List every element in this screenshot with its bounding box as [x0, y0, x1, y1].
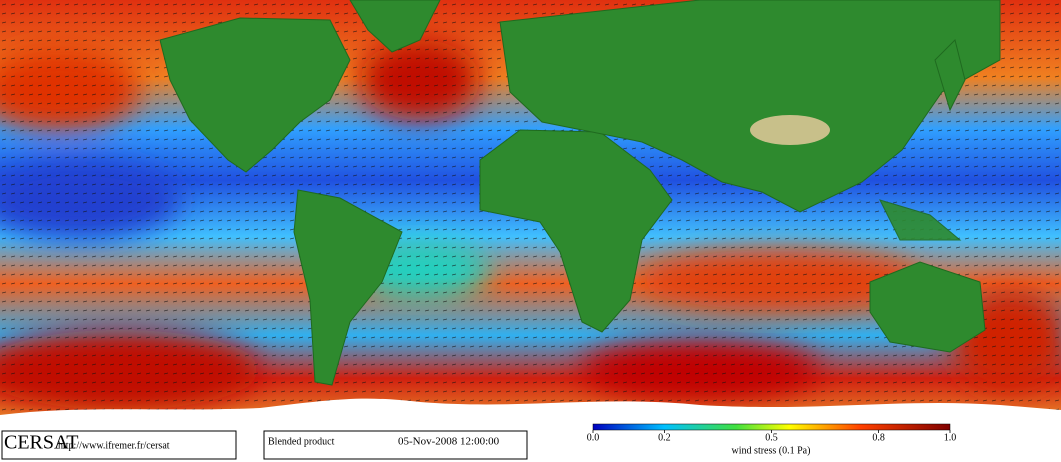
antarctica [0, 398, 1061, 430]
colorbar-label: wind stress (0.1 Pa) [732, 445, 811, 456]
colorbar-tick-label: 0.5 [765, 432, 778, 443]
colorbar-tick-label: 0.0 [587, 432, 600, 443]
colorbar-tick-label: 0.2 [658, 432, 671, 443]
colorbar-tick-label: 0.8 [872, 432, 885, 443]
logo: CERSAT [4, 432, 78, 454]
land [159, 0, 1001, 386]
url: http://www.ifremer.fr/cersat [58, 440, 170, 451]
logo-box [1, 430, 237, 460]
colorbar [592, 423, 951, 431]
colorbar-tick-label: 1.0 [944, 432, 957, 443]
product: Blended product [268, 436, 335, 447]
product-box [263, 430, 528, 460]
date: 05-Nov-2008 12:00:00 [398, 436, 500, 448]
